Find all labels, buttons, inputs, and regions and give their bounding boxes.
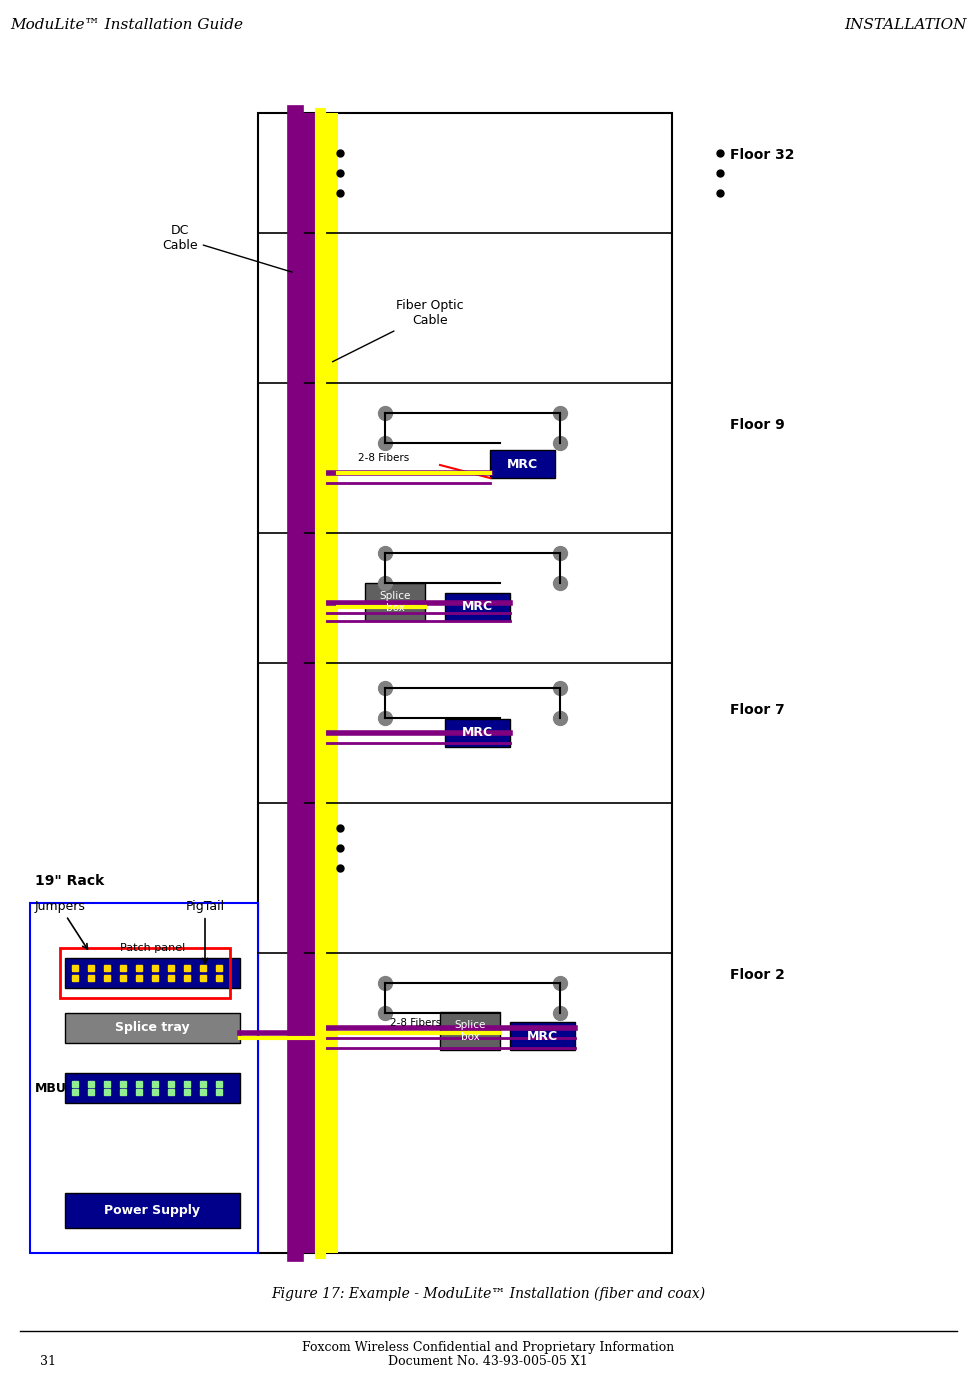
FancyBboxPatch shape: [440, 1012, 500, 1050]
FancyBboxPatch shape: [445, 593, 510, 621]
Text: MRC: MRC: [462, 600, 493, 614]
Text: Floor 9: Floor 9: [730, 418, 785, 431]
FancyBboxPatch shape: [65, 1012, 240, 1043]
FancyBboxPatch shape: [65, 1194, 240, 1228]
Text: Splice
box: Splice box: [454, 1021, 486, 1041]
Text: MRC: MRC: [527, 1029, 558, 1043]
Text: Fiber Optic
Cable: Fiber Optic Cable: [332, 299, 464, 362]
Bar: [295, 113, 315, 1253]
Text: PigTail: PigTail: [186, 900, 225, 964]
FancyBboxPatch shape: [258, 113, 672, 1253]
Text: Document No. 43-93-005-05 X1: Document No. 43-93-005-05 X1: [388, 1355, 588, 1368]
Text: 19" Rack: 19" Rack: [35, 874, 105, 888]
Text: Jumpers: Jumpers: [34, 900, 88, 949]
FancyBboxPatch shape: [510, 1022, 575, 1050]
Text: 2-8 Fibers: 2-8 Fibers: [390, 1018, 442, 1028]
Text: Foxcom Wireless Confidential and Proprietary Information: Foxcom Wireless Confidential and Proprie…: [302, 1342, 674, 1354]
Text: 31: 31: [40, 1355, 56, 1368]
FancyBboxPatch shape: [445, 719, 510, 747]
Text: Splice tray: Splice tray: [115, 1022, 190, 1034]
Bar: [320, 113, 338, 1253]
Text: INSTALLATION: INSTALLATION: [844, 18, 967, 32]
FancyBboxPatch shape: [490, 449, 555, 479]
FancyBboxPatch shape: [65, 958, 240, 987]
Text: 2-8 Fibers: 2-8 Fibers: [358, 454, 409, 463]
Text: ModuLite™ Installation Guide: ModuLite™ Installation Guide: [10, 18, 243, 32]
Text: MRC: MRC: [507, 458, 538, 470]
Text: Power Supply: Power Supply: [105, 1205, 200, 1217]
Text: Floor 2: Floor 2: [730, 968, 785, 982]
Text: MBU: MBU: [35, 1082, 66, 1094]
Text: Floor 32: Floor 32: [730, 148, 794, 162]
Text: Splice
box: Splice box: [379, 591, 410, 613]
Text: Floor 7: Floor 7: [730, 703, 785, 716]
FancyBboxPatch shape: [65, 1073, 240, 1104]
Text: Patch panel: Patch panel: [120, 943, 185, 953]
FancyBboxPatch shape: [30, 903, 258, 1253]
FancyBboxPatch shape: [365, 584, 425, 621]
Text: DC
Cable: DC Cable: [162, 224, 292, 272]
Text: Figure 17: Example - ModuLite™ Installation (fiber and coax): Figure 17: Example - ModuLite™ Installat…: [271, 1288, 705, 1301]
Text: MRC: MRC: [462, 726, 493, 740]
